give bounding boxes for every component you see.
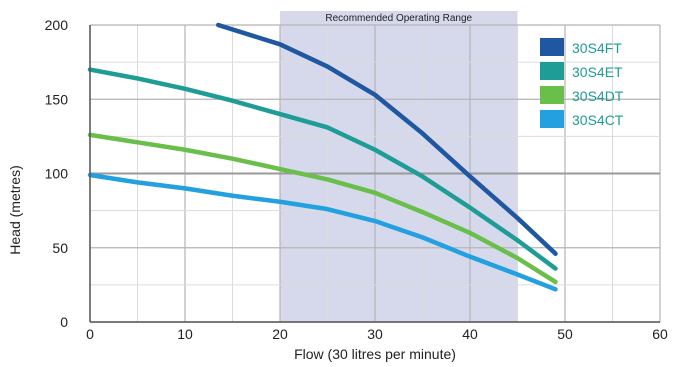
- x-tick-label: 20: [272, 326, 288, 342]
- series-line-30s4dt: [87, 132, 558, 285]
- y-axis-title: Head (metres): [7, 165, 23, 254]
- legend-swatch-30s4et: [540, 62, 564, 80]
- legend-swatch-30s4dt: [540, 86, 564, 104]
- tick-labels: 0 10 20 30 40 50 60 0 50 100 150 200: [45, 17, 668, 342]
- y-tick-label: 150: [45, 91, 69, 107]
- x-tick-label: 10: [177, 326, 193, 342]
- series-layer: [87, 22, 558, 292]
- recommended-range-band: [280, 11, 518, 322]
- x-axis-title: Flow (30 litres per minute): [294, 346, 456, 362]
- y-tick-label: 100: [45, 166, 69, 182]
- axes: [89, 25, 660, 323]
- series-line-30s4ct: [87, 172, 558, 292]
- y-tick-label: 200: [45, 17, 69, 33]
- y-tick-label: 50: [52, 240, 68, 256]
- legend-label-30s4et: 30S4ET: [572, 64, 623, 80]
- legend-swatch-30s4ft: [540, 38, 564, 56]
- band-label: Recommended Operating Range: [325, 13, 472, 24]
- y-tick-label: 0: [60, 314, 68, 330]
- legend-label-30s4ft: 30S4FT: [572, 40, 622, 56]
- legend-swatch-30s4ct: [540, 110, 564, 128]
- x-tick-label: 50: [557, 326, 573, 342]
- legend-label-30s4dt: 30S4DT: [572, 88, 624, 104]
- grid: [89, 24, 661, 323]
- series-line-30s4ft: [216, 22, 558, 256]
- x-tick-label: 0: [86, 326, 94, 342]
- x-tick-label: 60: [652, 326, 668, 342]
- x-tick-label: 40: [462, 326, 478, 342]
- x-tick-label: 30: [367, 326, 383, 342]
- legend-label-30s4ct: 30S4CT: [572, 112, 624, 128]
- series-line-30s4et: [87, 67, 558, 271]
- legend: 30S4FT 30S4ET 30S4DT 30S4CT: [540, 38, 624, 128]
